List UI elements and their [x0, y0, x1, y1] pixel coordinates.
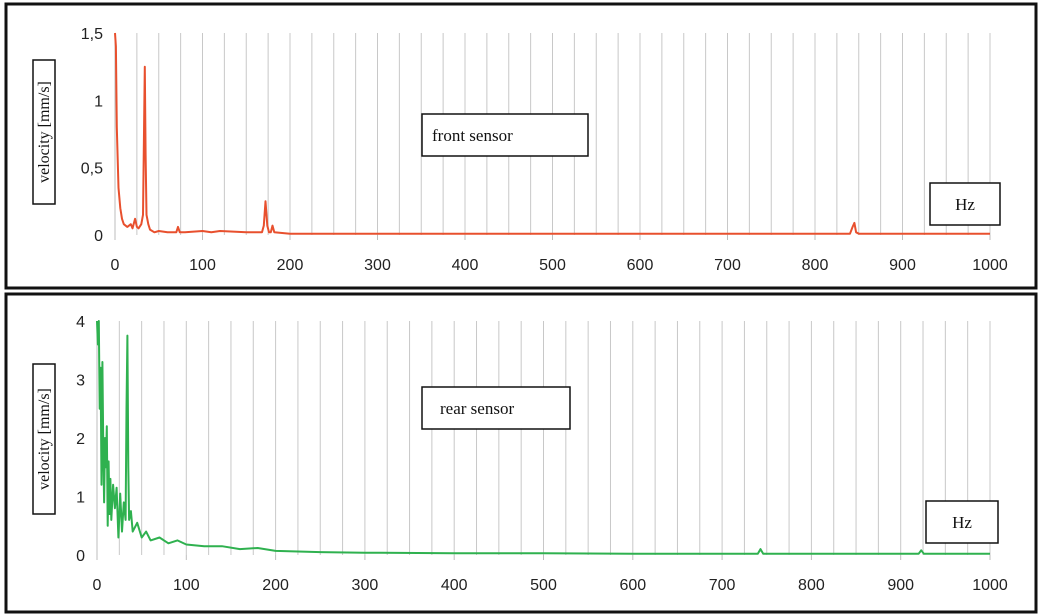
top-x-tick-label: 900: [889, 257, 916, 274]
top-x-tick-label: 200: [277, 257, 304, 274]
top-y-tick-label: 1: [94, 93, 103, 110]
top-x-tick-label: 100: [189, 257, 216, 274]
top-series-line: [114, 32, 990, 235]
bottom-unit-box: [925, 500, 999, 544]
bottom-plot-area: 0 100 200 300 400 500 600 700 800 900 1000 0 1 2 3 4: [76, 314, 1008, 594]
bottom-y-tick-label: 0: [76, 548, 85, 565]
top-unit-text: Hz: [955, 195, 975, 214]
bottom-x-tick-label: 700: [709, 577, 736, 594]
bottom-x-tick-label: 800: [798, 577, 825, 594]
top-x-tick-label: 800: [802, 257, 829, 274]
top-x-tick-label: 500: [539, 257, 566, 274]
top-y-tick-label: 0,5: [81, 161, 103, 178]
bottom-x-tick-label: 600: [619, 577, 646, 594]
bottom-x-tick-label: 0: [93, 577, 102, 594]
top-ylabel-box: [32, 59, 56, 205]
bottom-unit: Hz: [925, 500, 999, 544]
top-x-tick-label: 300: [364, 257, 391, 274]
bottom-unit-text: Hz: [952, 513, 972, 532]
top-panel-frame: [4, 2, 1038, 290]
bottom-x-tick-label: 200: [262, 577, 289, 594]
bottom-x-tick-label: 100: [173, 577, 200, 594]
top-x-tick-label: 0: [111, 257, 120, 274]
bottom-x-tick-label: 500: [530, 577, 557, 594]
top-unit: Hz: [929, 182, 1001, 226]
top-annotation-box: [421, 113, 589, 157]
bottom-y-tick-label: 3: [76, 373, 85, 390]
top-x-tick-label: 600: [627, 257, 654, 274]
top-ylabel-text: velocity [mm/s]: [36, 81, 53, 183]
bottom-y-tick-label: 1: [76, 490, 85, 507]
bottom-ylabel: velocity [mm/s]: [32, 363, 56, 515]
bottom-x-tick-label: 1000: [972, 577, 1008, 594]
bottom-annotation-box: [421, 386, 571, 430]
bottom-x-tick-label: 900: [887, 577, 914, 594]
top-plot-area: 0 100 200 300 400 500 600 700 800 900 1000 0 0,5 1 1,5: [81, 26, 1008, 274]
bottom-y-tick-label: 4: [76, 314, 85, 331]
top-ylabel: velocity [mm/s]: [32, 59, 56, 205]
top-unit-box: [929, 182, 1001, 226]
bottom-annotation-text: rear sensor: [440, 399, 514, 418]
bottom-ylabel-box: [32, 363, 56, 515]
top-annotation-text: front sensor: [432, 126, 513, 145]
bottom-panel-frame: [4, 292, 1038, 614]
top-y-tick-label: 0: [94, 228, 103, 245]
bottom-y-tick-label: 2: [76, 431, 85, 448]
top-x-tick-label: 700: [714, 257, 741, 274]
bottom-series-line: [96, 320, 990, 555]
bottom-x-tick-label: 300: [352, 577, 379, 594]
top-x-tick-label: 400: [452, 257, 479, 274]
bottom-x-tick-label: 400: [441, 577, 468, 594]
top-x-tick-label: 1000: [972, 257, 1008, 274]
bottom-ylabel-text: velocity [mm/s]: [36, 388, 53, 490]
top-annotation: front sensor: [421, 113, 589, 157]
top-y-tick-label: 1,5: [81, 26, 103, 43]
bottom-annotation: rear sensor: [421, 386, 571, 430]
